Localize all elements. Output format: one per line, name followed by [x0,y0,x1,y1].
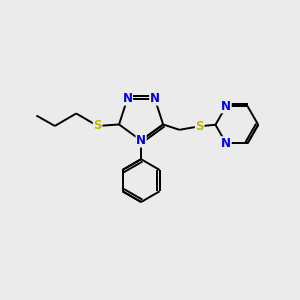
Text: N: N [136,134,146,147]
Text: S: S [93,119,102,133]
Text: S: S [195,120,204,133]
Text: N: N [221,100,231,113]
Text: N: N [221,137,231,150]
Text: N: N [150,92,160,105]
Text: N: N [122,92,133,105]
